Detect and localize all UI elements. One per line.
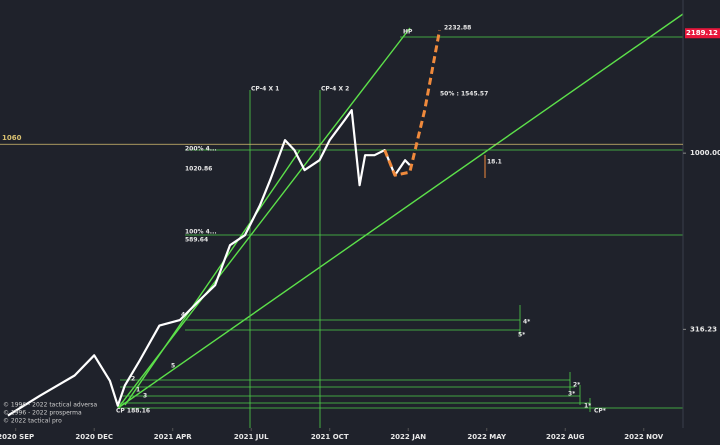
annotation: 2232.88 — [444, 25, 471, 32]
annotation: 1* — [584, 403, 592, 410]
annotation: 3 — [143, 393, 147, 400]
annotation: 100% 4... — [185, 229, 217, 236]
level-label: 1060 — [2, 134, 22, 142]
annotation: 589.64 — [185, 237, 208, 244]
annotation: 1020.86 — [185, 166, 212, 173]
annotation: 50% : 1545.57 — [440, 91, 488, 98]
y-tick-label: 316.23 — [690, 325, 717, 333]
x-tick-label: 2021 APR — [154, 433, 192, 441]
x-tick-label: 2022 MAY — [467, 433, 507, 441]
trend-line — [117, 13, 684, 409]
annotation: CP* — [594, 408, 607, 415]
annotation: 3* — [568, 391, 576, 398]
annotation: 4 — [181, 312, 185, 319]
price-tag — [685, 28, 720, 39]
price-tag-label: 2189.12 — [686, 29, 718, 37]
annotation: 1 — [136, 387, 140, 394]
x-tick-label: 2022 NOV — [624, 433, 664, 441]
annotation: CP 188.16 — [116, 408, 150, 415]
annotation: 4* — [523, 319, 531, 326]
x-tick-label: 2020 SEP — [0, 433, 34, 441]
copyright: © 1996 - 2022 prosperma — [3, 410, 82, 417]
annotation: 2 — [131, 376, 135, 383]
copyright: © 1996 - 2022 tactical adversa — [3, 402, 98, 409]
x-tick-label: 2022 AUG — [546, 433, 585, 441]
x-tick-label: 2022 JAN — [390, 433, 426, 441]
annotation: HP — [403, 29, 413, 36]
annotation: 18.1 — [487, 159, 502, 166]
trend-lines — [117, 0, 684, 428]
trend-line — [124, 149, 301, 406]
annotation: 5* — [518, 332, 526, 339]
x-tick-label: 2021 OCT — [311, 433, 349, 441]
annotation: 2* — [573, 382, 581, 389]
x-tick-label: 2020 DEC — [75, 433, 113, 441]
y-tick-label: 1000.00 — [690, 149, 720, 157]
price-line — [383, 29, 442, 177]
x-tick-label: 2021 JUL — [234, 433, 269, 441]
annotation: 200% 4... — [185, 146, 217, 153]
price-line — [7, 109, 411, 417]
annotation: CP-4 X 2 — [321, 86, 349, 93]
annotation: CP-4 X 1 — [251, 86, 279, 93]
copyright: © 2022 tactical pro — [3, 418, 62, 425]
annotation: 5 — [171, 363, 175, 370]
